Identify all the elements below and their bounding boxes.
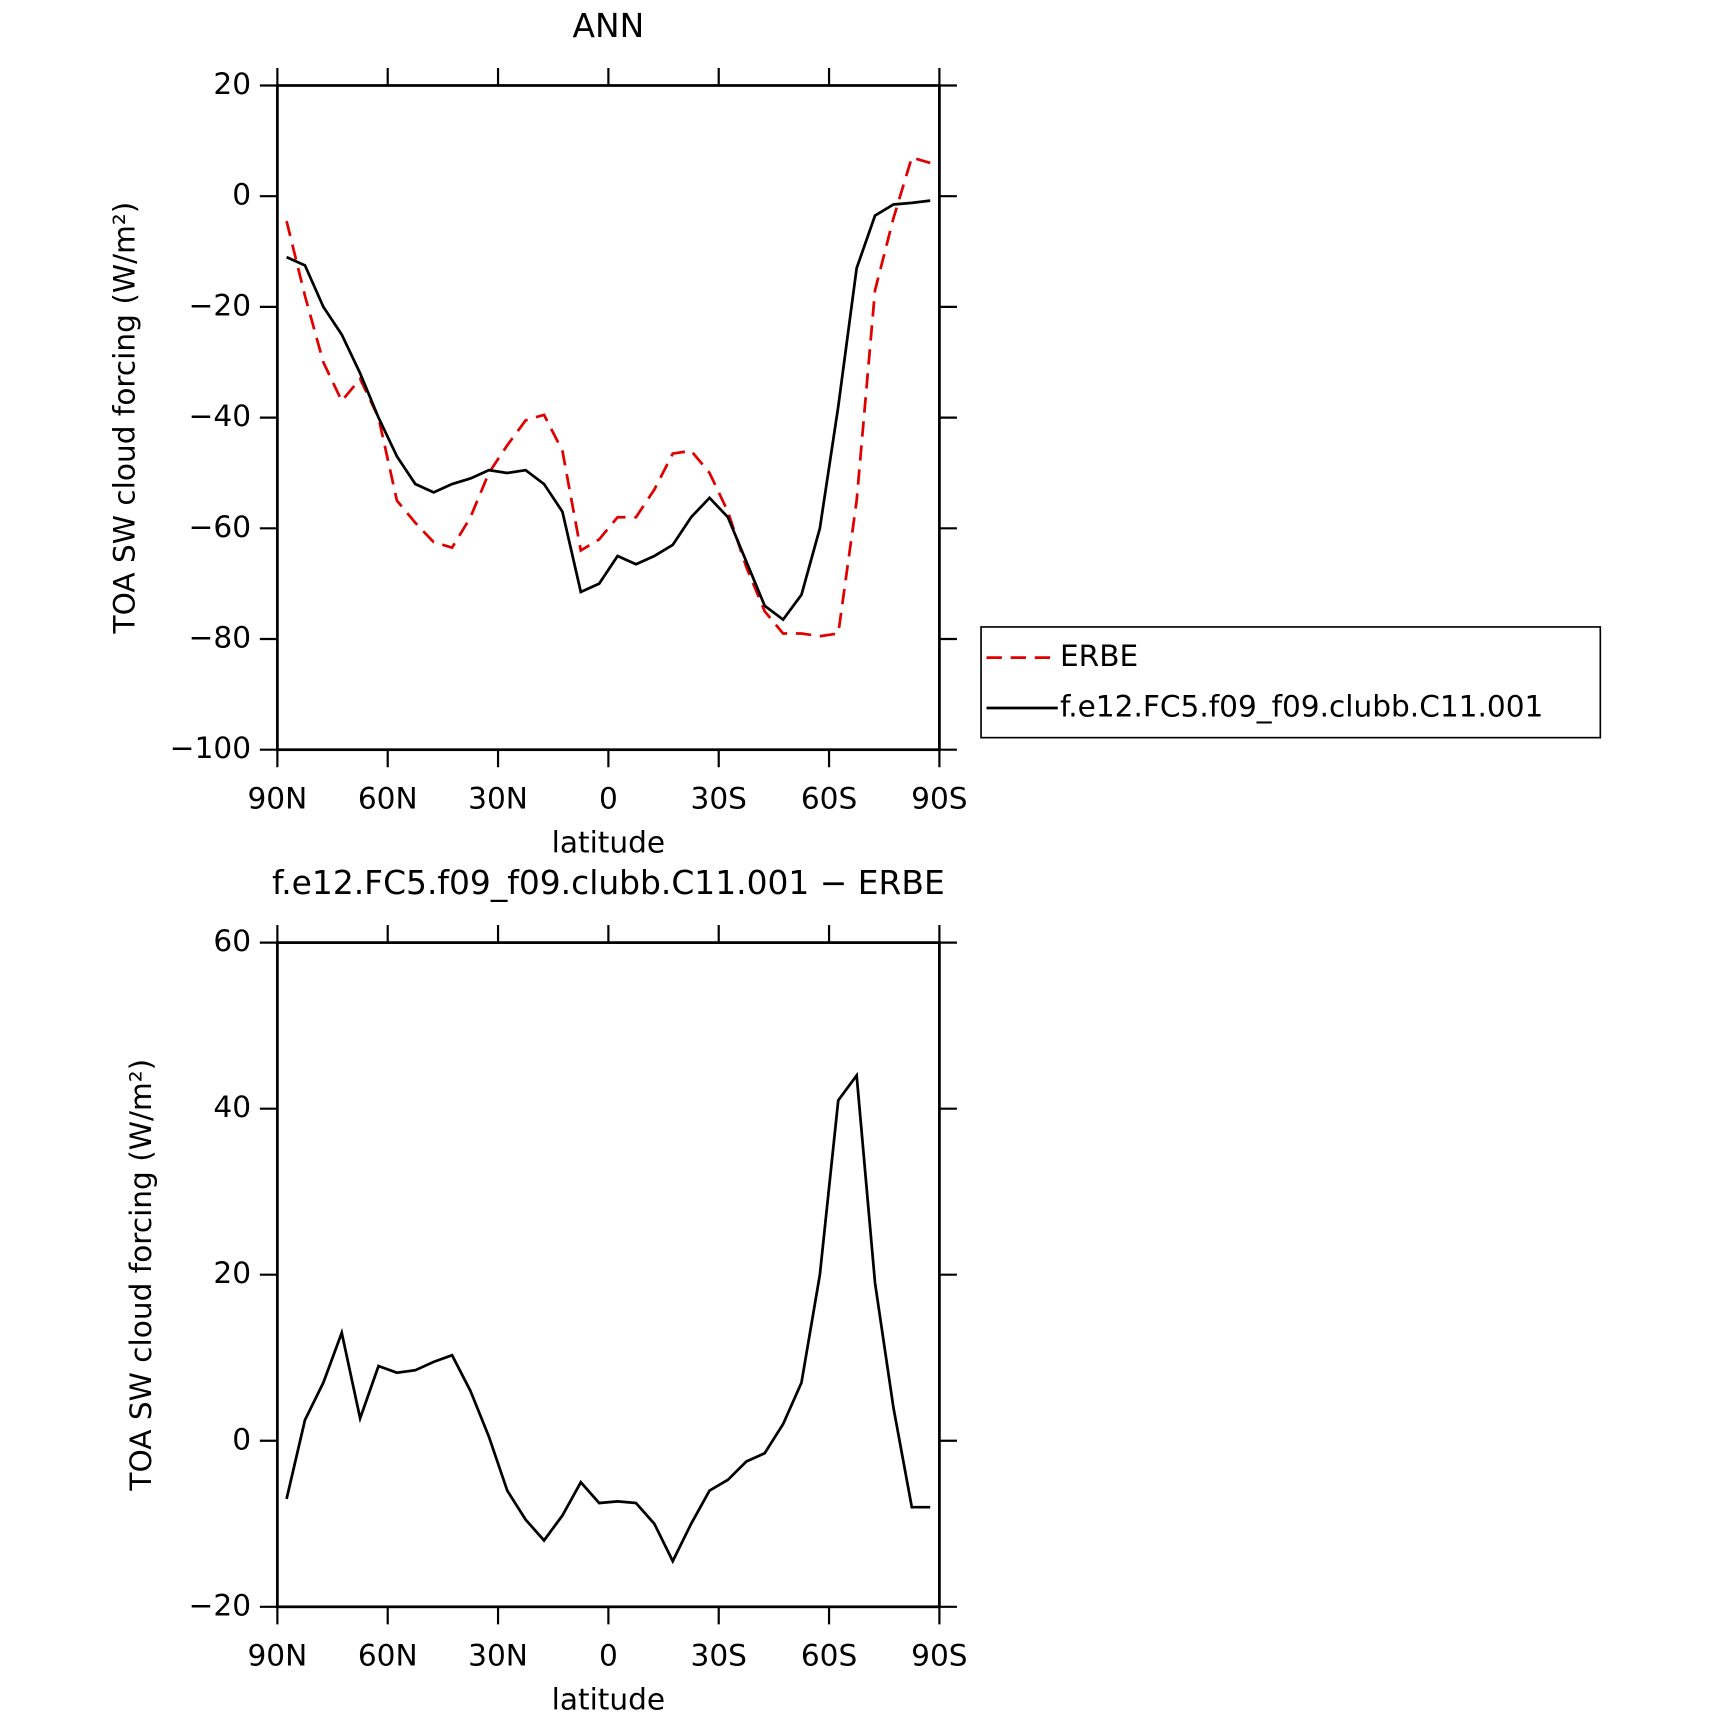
y-tick-label: 0 bbox=[232, 178, 251, 212]
y-axis-label: TOA SW cloud forcing (W/m²) bbox=[124, 1059, 158, 1492]
y-tick-label: 20 bbox=[213, 1256, 251, 1290]
y-tick-label: −100 bbox=[170, 731, 251, 765]
y-tick-label: 20 bbox=[213, 67, 251, 101]
x-axis-label: latitude bbox=[552, 1683, 665, 1717]
data-line bbox=[285, 155, 931, 638]
data-line bbox=[285, 1071, 931, 1565]
y-tick-label: 0 bbox=[232, 1422, 251, 1456]
y-tick-label: −20 bbox=[189, 288, 251, 322]
x-tick-label: 60N bbox=[358, 782, 418, 816]
y-tick-label: −60 bbox=[189, 510, 251, 544]
y-axis-label: TOA SW cloud forcing (W/m²) bbox=[108, 202, 142, 635]
plot-frame bbox=[276, 941, 941, 1609]
y-tick-label: −40 bbox=[189, 399, 251, 433]
y-tick-label: −20 bbox=[189, 1588, 251, 1622]
legend-box bbox=[980, 626, 1602, 739]
x-tick-label: 90S bbox=[911, 782, 967, 816]
x-tick-label: 30S bbox=[691, 1639, 747, 1673]
x-tick-label: 30N bbox=[468, 782, 528, 816]
chart-title: ANN bbox=[573, 6, 645, 45]
y-tick-label: 60 bbox=[213, 924, 251, 958]
x-tick-label: 30N bbox=[468, 1639, 528, 1673]
x-tick-label: 90N bbox=[247, 1639, 307, 1673]
x-tick-label: 90S bbox=[911, 1639, 967, 1673]
x-tick-label: 0 bbox=[599, 1639, 618, 1673]
x-tick-label: 30S bbox=[691, 782, 747, 816]
x-tick-label: 60N bbox=[358, 1639, 418, 1673]
legend-label: ERBE bbox=[1060, 639, 1138, 673]
x-axis-label: latitude bbox=[552, 825, 665, 859]
chart-title: f.e12.FC5.f09_f09.clubb.C11.001 − ERBE bbox=[272, 863, 945, 902]
legend-label: f.e12.FC5.f09_f09.clubb.C11.001 bbox=[1060, 690, 1543, 724]
x-tick-label: 60S bbox=[801, 1639, 857, 1673]
x-tick-label: 90N bbox=[247, 782, 307, 816]
y-tick-label: 40 bbox=[213, 1090, 251, 1124]
y-tick-label: −80 bbox=[189, 621, 251, 655]
plot-frame bbox=[276, 84, 941, 752]
data-line bbox=[286, 199, 931, 622]
x-tick-label: 60S bbox=[801, 782, 857, 816]
x-tick-label: 0 bbox=[599, 782, 618, 816]
